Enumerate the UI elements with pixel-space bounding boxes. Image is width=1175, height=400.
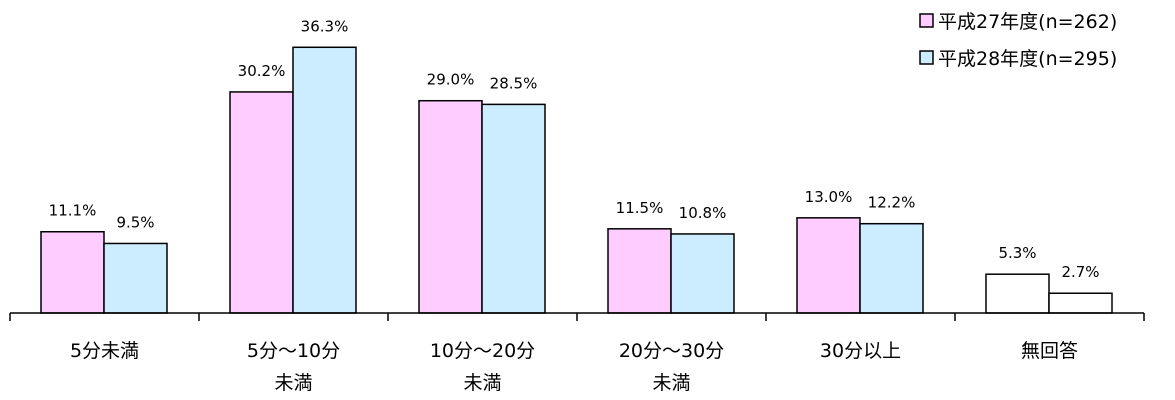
x-axis xyxy=(9,312,1145,321)
bars-layer xyxy=(40,46,1113,314)
bar-series2-6 xyxy=(1048,292,1113,314)
data-label-series2-5: 12.2% xyxy=(868,194,916,212)
legend-swatch-2 xyxy=(919,50,934,65)
legend: 平成27年度(n=262) 平成28年度(n=295) xyxy=(919,11,1117,70)
data-labels-layer: 11.1% 9.5% 30.2% 36.3% 29.0% 28.5% 11.5% 10.8% 1… xyxy=(49,17,1100,281)
bar-series1-6 xyxy=(985,273,1050,314)
bar-series2-5 xyxy=(859,222,924,314)
data-label-series2-4: 10.8% xyxy=(679,204,727,222)
bar-series2-4 xyxy=(670,233,735,314)
data-label-series1-4: 11.5% xyxy=(616,199,664,217)
data-label-series2-3: 28.5% xyxy=(490,74,538,92)
bar-series1-2 xyxy=(229,91,294,314)
data-label-series1-5: 13.0% xyxy=(805,188,853,206)
bar-series1-5 xyxy=(796,217,861,314)
category-label-4-line1: 20分～30分 xyxy=(619,340,724,362)
bar-series2-3 xyxy=(481,103,546,314)
legend-label-2: 平成28年度(n=295) xyxy=(938,48,1117,70)
data-label-series1-1: 11.1% xyxy=(49,202,97,220)
data-label-series1-2: 30.2% xyxy=(238,62,286,80)
legend-label-1: 平成27年度(n=262) xyxy=(938,11,1117,33)
category-label-5: 30分以上 xyxy=(820,340,901,362)
bar-series1-1 xyxy=(40,230,105,314)
data-label-series1-3: 29.0% xyxy=(427,71,475,89)
data-label-series2-1: 9.5% xyxy=(116,213,154,231)
category-label-4-line2: 未満 xyxy=(652,372,690,394)
category-label-3-line1: 10分～20分 xyxy=(430,340,535,362)
category-label-3-line2: 未満 xyxy=(463,372,501,394)
category-label-2-line2: 未満 xyxy=(274,372,312,394)
data-label-series2-2: 36.3% xyxy=(301,17,349,35)
data-label-series1-6: 5.3% xyxy=(998,244,1036,262)
bar-series1-4 xyxy=(607,228,672,314)
bar-series2-2 xyxy=(292,46,357,314)
bar-series1-3 xyxy=(418,99,483,314)
category-label-1: 5分未満 xyxy=(70,340,139,362)
legend-swatch-1 xyxy=(919,13,934,28)
data-label-series2-6: 2.7% xyxy=(1061,263,1099,281)
category-label-2-line1: 5分～10分 xyxy=(247,340,340,362)
bar-series2-1 xyxy=(103,242,168,314)
category-label-6: 無回答 xyxy=(1021,340,1078,362)
